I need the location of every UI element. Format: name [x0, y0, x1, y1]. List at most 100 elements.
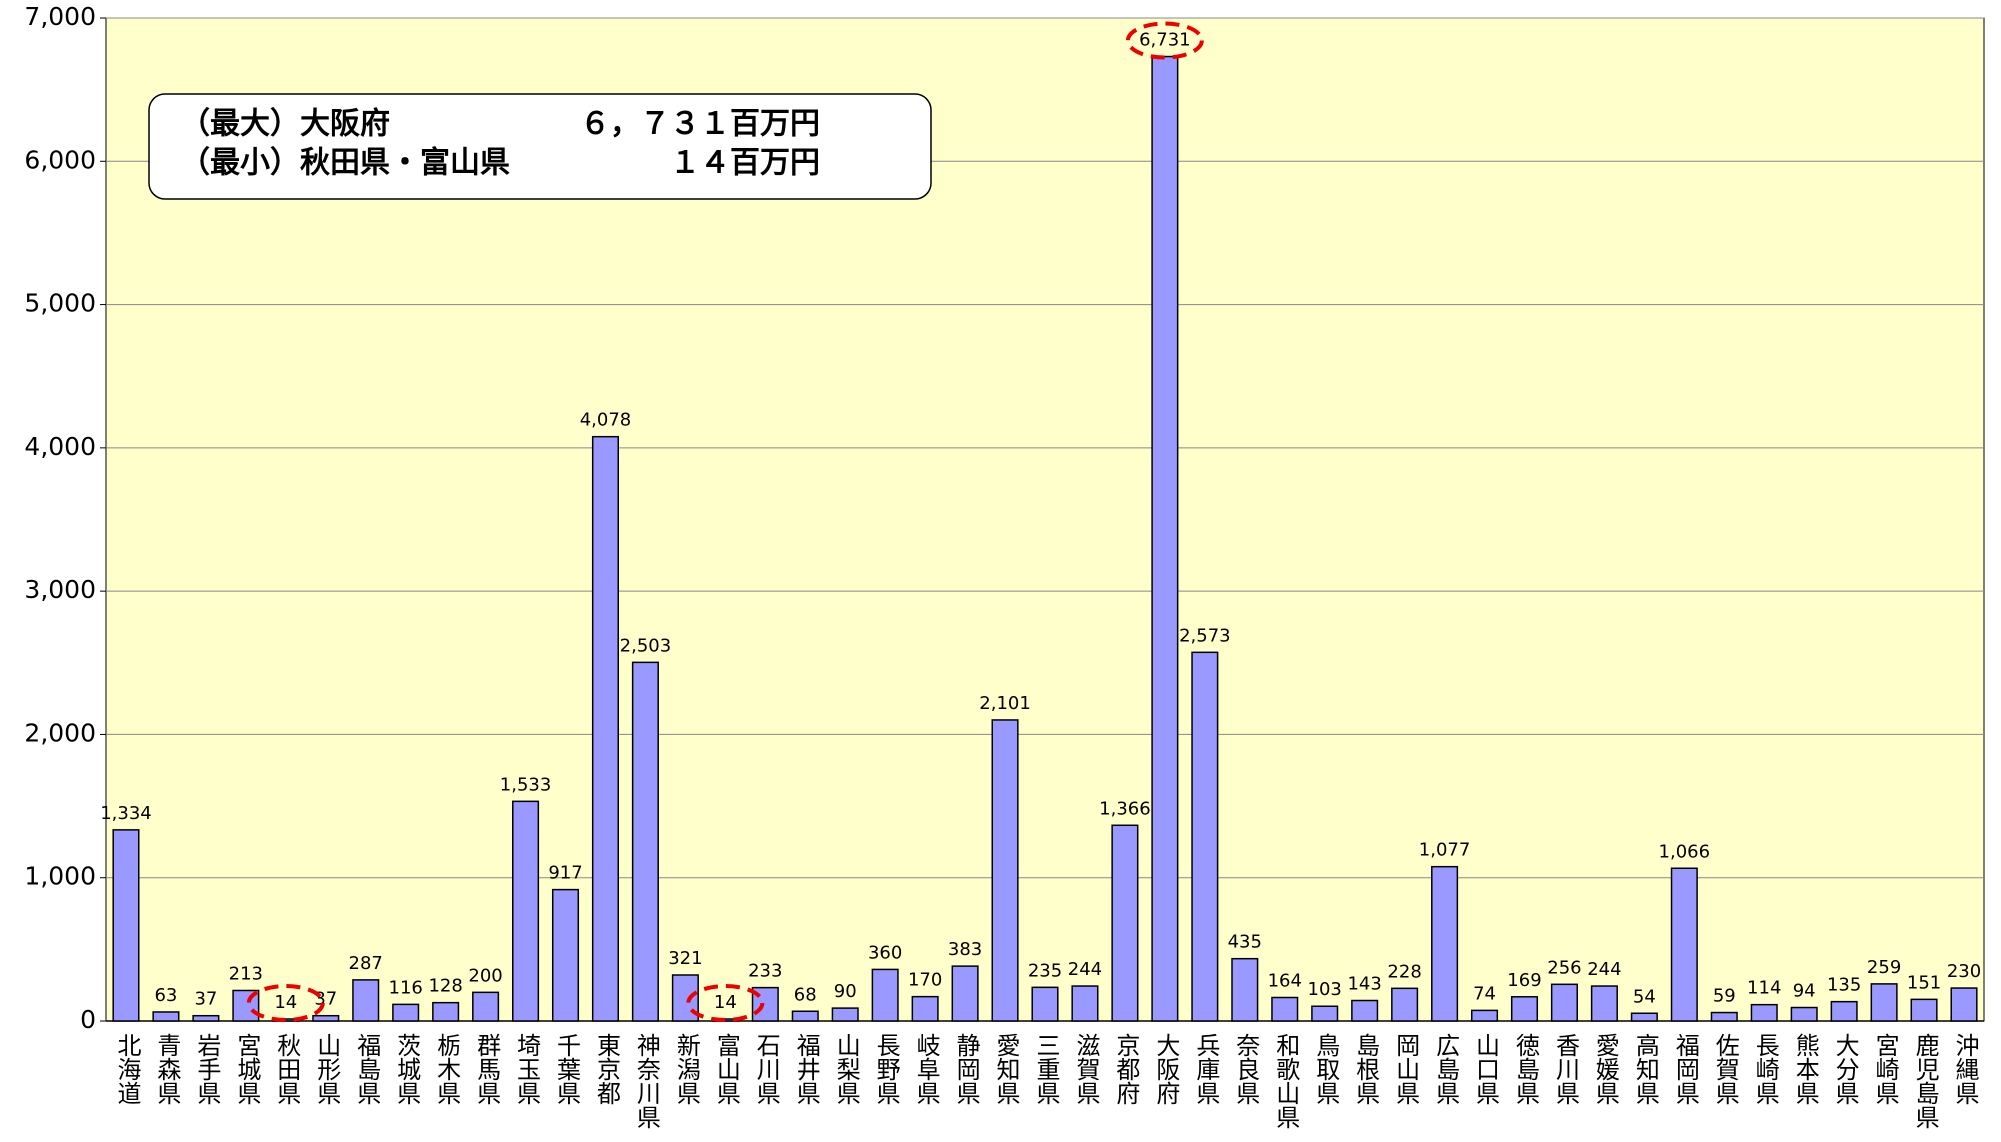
y-tick-label: 7,000 [24, 2, 96, 31]
value-label: 360 [868, 942, 902, 963]
value-label: 164 [1268, 971, 1302, 992]
highlight-ellipse [246, 983, 325, 1022]
value-label: 37 [194, 989, 217, 1010]
value-label: 1,366 [1099, 798, 1151, 819]
y-tick-label: 3,000 [24, 575, 96, 604]
value-label: 1,077 [1419, 840, 1471, 861]
bar [911, 995, 939, 1022]
value-label: 90 [834, 981, 857, 1002]
x-tick-label: 富山県 [712, 1033, 740, 1105]
x-tick-label: 沖縄県 [1951, 1033, 1979, 1105]
x-tick-label: 佐賀県 [1711, 1033, 1739, 1105]
value-label: 54 [1633, 986, 1656, 1007]
value-label: 6,731 [1139, 30, 1191, 51]
bar [1111, 824, 1139, 1022]
bar [1750, 1003, 1778, 1022]
x-tick-label: 愛知県 [992, 1033, 1020, 1105]
bar [1031, 986, 1059, 1022]
x-tick-label: 高知県 [1631, 1033, 1659, 1105]
value-label: 2,503 [620, 635, 672, 656]
bar [112, 829, 140, 1022]
x-tick-label: 神奈川県 [632, 1033, 660, 1129]
value-label: 63 [154, 985, 177, 1006]
x-tick-label: 滋賀県 [1072, 1033, 1100, 1105]
bar [871, 968, 899, 1022]
x-tick-label: 大分県 [1831, 1033, 1859, 1105]
value-label: 2,573 [1179, 625, 1231, 646]
annotation: １４百万円 [670, 146, 820, 181]
x-tick-label: 山形県 [313, 1033, 341, 1105]
x-tick-label: 北海道 [113, 1033, 141, 1105]
value-label: 4,078 [580, 410, 632, 431]
x-tick-label: 静岡県 [952, 1033, 980, 1105]
bar [472, 991, 500, 1022]
annotation: （最小）秋田県・富山県 [180, 146, 510, 181]
value-label: 383 [948, 939, 982, 960]
value-label: 256 [1547, 957, 1581, 978]
bar [1231, 957, 1259, 1022]
x-tick-label: 秋田県 [273, 1033, 301, 1105]
bar [631, 661, 659, 1022]
x-tick-label: 石川県 [752, 1033, 780, 1105]
bar [1830, 1000, 1858, 1022]
bar [1510, 996, 1539, 1022]
bar [1710, 1011, 1738, 1022]
bar [1630, 1012, 1658, 1022]
x-tick-label: 栃木県 [433, 1033, 461, 1105]
value-label: 2,101 [979, 693, 1031, 714]
value-label: 151 [1907, 972, 1941, 993]
value-label: 235 [1028, 960, 1062, 981]
value-label: 37 [314, 989, 337, 1010]
bar [1311, 1005, 1339, 1022]
bar [352, 979, 380, 1022]
y-tick-label: 4,000 [24, 432, 96, 461]
x-tick-label: 和歌山県 [1272, 1033, 1300, 1129]
bar [1950, 987, 1978, 1022]
x-tick-label: 山梨県 [832, 1033, 860, 1105]
x-tick-label: 京都府 [1112, 1033, 1140, 1105]
bar [312, 1014, 340, 1022]
value-label: 213 [229, 963, 263, 984]
x-tick-label: 島根県 [1352, 1033, 1380, 1105]
x-tick-label: 福岡県 [1671, 1033, 1699, 1105]
x-tick-label: 長野県 [872, 1033, 900, 1105]
x-tick-label: 新潟県 [672, 1033, 700, 1105]
value-label: 1,533 [500, 774, 552, 795]
bar [791, 1010, 819, 1022]
value-label: 1,334 [100, 803, 152, 824]
bar [192, 1014, 220, 1022]
bar [1431, 865, 1459, 1022]
bar [1470, 1009, 1499, 1022]
value-label: 259 [1867, 957, 1901, 978]
bar [1550, 983, 1578, 1022]
bar [591, 435, 620, 1022]
bar [392, 1003, 420, 1022]
value-label: 59 [1713, 986, 1736, 1007]
x-tick-label: 岩手県 [193, 1033, 221, 1105]
value-label: 14 [274, 992, 297, 1013]
value-label: 143 [1347, 974, 1381, 995]
x-tick-label: 宮崎県 [1871, 1033, 1899, 1105]
value-label: 244 [1587, 959, 1621, 980]
x-tick-label: 徳島県 [1511, 1033, 1539, 1105]
value-label: 169 [1507, 970, 1541, 991]
bar [551, 888, 580, 1022]
x-tick-label: 兵庫県 [1192, 1033, 1220, 1105]
annotation: （最大）大阪府 [180, 107, 390, 142]
x-tick-label: 鳥取県 [1312, 1033, 1340, 1105]
value-label: 14 [714, 992, 737, 1013]
value-label: 233 [748, 961, 782, 982]
bar [1391, 987, 1419, 1022]
value-label: 1,066 [1659, 841, 1711, 862]
value-label: 321 [668, 948, 702, 969]
value-label: 74 [1473, 983, 1496, 1004]
x-tick-label: 福島県 [353, 1033, 381, 1105]
y-tick-label: 5,000 [24, 289, 96, 318]
bar [1351, 999, 1379, 1022]
x-tick-label: 山口県 [1472, 1033, 1500, 1105]
value-label: 230 [1947, 961, 1981, 982]
x-tick-label: 愛媛県 [1591, 1033, 1619, 1105]
bar [1271, 996, 1299, 1022]
bar [512, 800, 540, 1022]
